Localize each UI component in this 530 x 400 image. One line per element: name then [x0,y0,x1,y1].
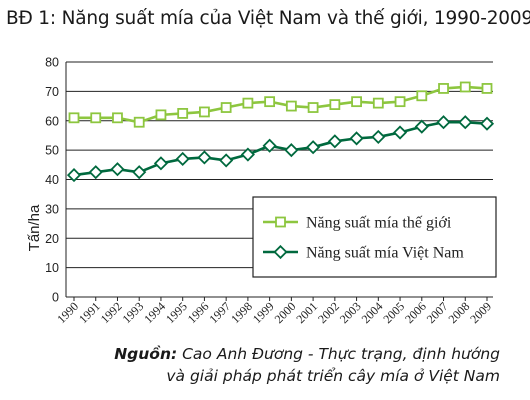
data-point [88,165,103,180]
data-point [110,162,125,177]
chart-title: BĐ 1: Năng suất mía của Việt Nam và thế … [6,8,530,29]
x-tick-label: 1995 [163,299,190,326]
x-tick-label: 1999 [250,299,277,326]
source-text-1: Cao Anh Đương - Thực trạng, định hướng [182,345,500,363]
data-point [285,100,297,112]
data-point [351,96,362,108]
data-point [327,134,342,149]
y-axis-label: Tấn/ha [26,204,43,251]
x-tick-label: 1993 [119,299,146,326]
x-tick-label: 2002 [315,299,342,326]
x-tick-label: 2001 [293,299,320,326]
data-point [307,102,319,113]
data-point [133,116,145,128]
x-tick-label: 2000 [272,299,299,326]
data-point [220,102,232,113]
y-tick-labels: 0 10 20 30 40 50 60 70 80 [45,56,59,305]
y-tick-label: 70 [45,85,59,99]
x-tick-label: 2007 [424,299,451,326]
data-point [90,112,102,124]
x-tick-label: 2009 [467,299,494,326]
line-chart: 0 10 20 30 40 50 60 70 80 1990199119921993199419… [26,56,497,326]
data-point [132,165,147,180]
legend: Năng suất mía thế giới Năng suất mía Việt… [252,196,497,278]
x-tick-labels: 1990199119921993199419951996199719981999… [54,297,494,326]
y-tick-label: 40 [45,173,59,187]
x-tick-label: 1991 [76,299,103,326]
data-point [68,112,80,124]
series-world [68,81,493,128]
y-tick-label: 80 [45,56,59,70]
y-tick-label: 30 [45,202,59,216]
data-point [177,108,189,119]
source-text-2: và giải pháp phát triển cây mía ở Việt N… [166,367,500,385]
data-point [438,83,449,94]
data-point [394,96,406,108]
data-point [371,129,386,144]
y-tick-label: 10 [45,261,59,275]
data-point [112,112,123,124]
data-point [329,99,341,110]
data-point [155,109,167,121]
source-note: Nguồn: Cao Anh Đương - Thực trạng, định … [114,343,500,387]
data-point [459,81,471,93]
x-tick-label: 2006 [402,299,429,326]
data-point [240,147,255,162]
source-label: Nguồn: [114,345,178,363]
data-point [416,90,428,102]
data-point [262,138,277,153]
x-tick-label: 1998 [228,299,255,326]
data-point [349,131,364,146]
legend-label: Năng suất mía thế giới [306,215,452,232]
y-tick-label: 20 [45,232,59,246]
data-point [392,125,408,140]
data-point [242,97,254,109]
data-point [199,106,210,118]
legend-label: Năng suất mía Việt Nam [306,245,464,262]
x-tick-label: 2003 [337,299,364,326]
x-tick-label: 1997 [206,299,233,326]
y-tick-label: 0 [52,291,59,305]
x-tick-label: 2004 [359,299,386,326]
data-point [479,116,495,131]
x-tick-label: 1992 [98,299,125,326]
x-tick-label: 1996 [185,299,212,326]
data-point [153,156,169,171]
x-tick-label: 1994 [141,299,168,326]
data-point [414,119,429,134]
x-tick-label: 2005 [380,299,407,326]
data-point [436,115,451,130]
series-group [66,81,495,183]
data-point [175,151,190,167]
legend-marker [273,244,288,260]
data-point [306,140,321,155]
y-tick-label: 60 [45,114,59,128]
data-point [372,97,384,109]
legend-box [252,196,497,278]
data-point [284,143,299,158]
y-tick-label: 50 [45,144,59,158]
data-point [481,83,493,94]
legend-marker [275,216,286,228]
data-point [458,115,473,130]
x-tick-label: 2008 [446,299,473,326]
data-point [264,96,276,108]
data-point [219,153,234,168]
data-point [197,150,212,165]
source-line-1: Nguồn: Cao Anh Đương - Thực trạng, định … [114,343,500,365]
data-point [66,168,82,183]
series-vietnam [66,115,495,183]
